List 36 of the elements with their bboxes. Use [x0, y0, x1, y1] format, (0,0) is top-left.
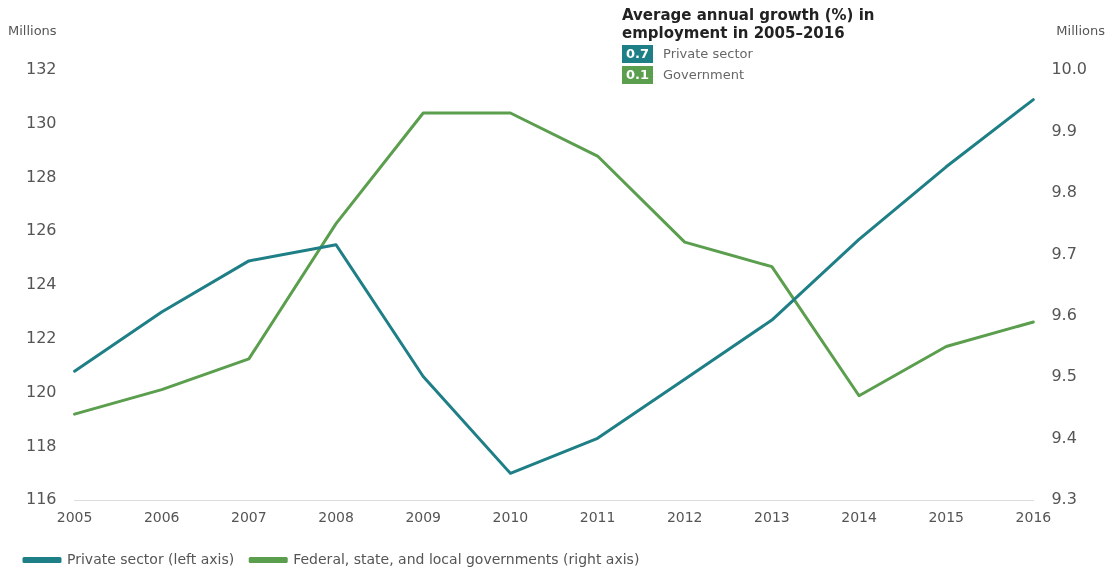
- y2-tick-label: 9.8: [1051, 182, 1077, 202]
- y2-tick-label: 9.7: [1051, 243, 1077, 263]
- y-tick-label: 128: [25, 166, 57, 186]
- y-tick-label: 126: [25, 220, 57, 240]
- y-tick-label: 132: [25, 59, 57, 79]
- x-tick-label: 2010: [492, 509, 529, 526]
- y-tick-label: 116: [25, 489, 57, 509]
- y2-tick-label: 9.4: [1051, 427, 1077, 447]
- y-tick-label: 130: [25, 112, 57, 132]
- legend-label: Private sector (left axis): [67, 550, 235, 567]
- annotation: 0.1 Government: [625, 66, 745, 84]
- x-tick-label: 2007: [231, 509, 267, 526]
- y-tick-label: 122: [25, 328, 57, 348]
- y-tick-label: 120: [25, 381, 57, 401]
- x-tick-label: 2009: [405, 509, 442, 526]
- legend-label: Federal, state, and local governments (right axis): [293, 550, 640, 567]
- x-tick-label: 2008: [318, 509, 354, 526]
- x-tick-label: 2014: [841, 509, 877, 526]
- y2-tick-label: 9.9: [1051, 120, 1077, 140]
- text: 0.7 Private sector: [625, 45, 753, 63]
- y-tick-label: 124: [25, 274, 57, 294]
- x-tick-label: 2005: [56, 509, 93, 526]
- x-tick-label: 2015: [928, 509, 965, 526]
- y-axis-title: Millions: [8, 23, 57, 39]
- x-tick-label: 2011: [579, 509, 616, 526]
- y2-axis-title: Millions: [1056, 23, 1106, 39]
- text: Average annual growth (%) in employment in 2005–2016: [622, 6, 876, 42]
- y2-tick-label: 9.3: [1051, 489, 1077, 509]
- y2-tick-label: 10.0: [1051, 59, 1087, 79]
- x-tick-label: 2013: [754, 509, 790, 526]
- y2-tick-label: 9.6: [1051, 304, 1077, 324]
- x-tick-label: 2016: [1015, 509, 1052, 526]
- y2-tick-label: 9.5: [1051, 366, 1077, 386]
- x-tick-label: 2006: [143, 509, 180, 526]
- x-tick-label: 2012: [666, 509, 703, 526]
- y-tick-label: 118: [25, 435, 57, 455]
